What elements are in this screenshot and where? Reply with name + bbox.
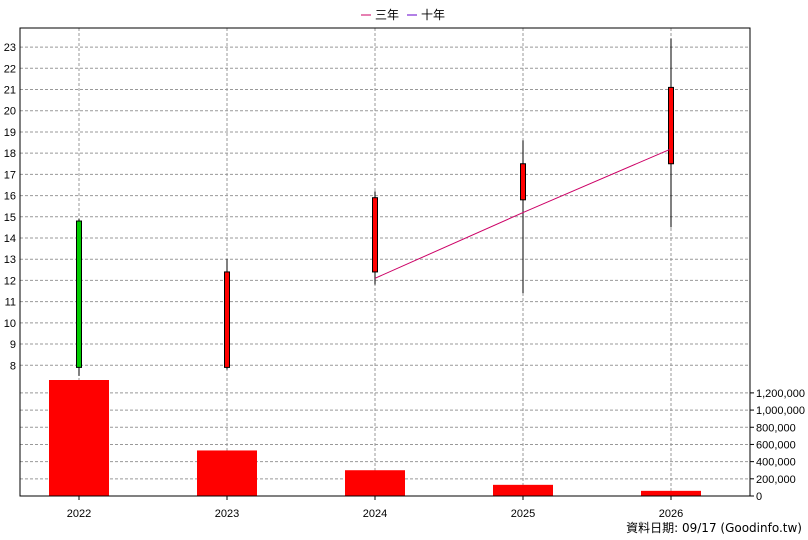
volume-bar (641, 490, 701, 496)
year-tick-label: 2025 (511, 508, 535, 520)
year-tick-label: 2023 (215, 508, 239, 520)
candles (76, 38, 674, 376)
price-tick-label: 16 (4, 191, 16, 203)
moving-average-lines (374, 148, 672, 279)
price-tick-label: 20 (4, 106, 16, 118)
tick-labels: 8 9 10 11 12 13 14 15 16 17 18 19 20 21 22 23 0 200,000 40… (4, 42, 805, 520)
price-tick-label: 18 (4, 148, 16, 160)
year-tick-label: 2026 (659, 508, 683, 520)
volume-tick-label: 200,000 (756, 474, 796, 486)
candle-body (224, 271, 230, 368)
year-tick-label: 2024 (363, 508, 387, 520)
price-tick-label: 13 (4, 254, 16, 266)
price-tick-label: 21 (4, 85, 16, 97)
plot-frame (19, 27, 751, 497)
volume-bar (197, 450, 257, 496)
candle-body (668, 86, 674, 165)
price-tick-label: 8 (10, 360, 16, 372)
price-tick-label: 17 (4, 169, 16, 181)
volume-bars (49, 380, 701, 496)
price-tick-label: 23 (4, 42, 16, 54)
volume-bar (49, 380, 109, 496)
year-tick-label: 2022 (67, 508, 91, 520)
price-tick-label: 11 (5, 297, 16, 309)
candle-body (520, 163, 526, 201)
legend-label: 十年 (421, 8, 445, 22)
price-tick-label: 22 (4, 63, 16, 75)
volume-tick-label: 0 (756, 491, 762, 503)
axes (19, 27, 754, 500)
grid (20, 28, 750, 496)
data-date-footer: 資料日期: 09/17 (Goodinfo.tw) (626, 521, 802, 535)
legend-label: 三年 (375, 8, 399, 22)
volume-tick-label: 400,000 (756, 457, 796, 469)
volume-tick-label: 1,000,000 (756, 405, 805, 417)
price-tick-label: 14 (4, 233, 16, 245)
volume-bar (345, 470, 405, 496)
candle-body (76, 220, 82, 368)
price-tick-label: 9 (10, 339, 16, 351)
price-tick-label: 10 (4, 318, 16, 330)
volume-tick-label: 600,000 (756, 439, 796, 451)
candle-body (372, 197, 378, 273)
price-tick-label: 12 (4, 275, 16, 287)
price-tick-label: 19 (4, 127, 16, 139)
volume-tick-label: 1,200,000 (756, 388, 805, 400)
volume-bar (493, 484, 553, 496)
price-tick-label: 15 (4, 212, 16, 224)
volume-tick-label: 800,000 (756, 422, 796, 434)
ma-3y-line (374, 148, 672, 279)
legend: 三年 十年 (361, 8, 445, 22)
